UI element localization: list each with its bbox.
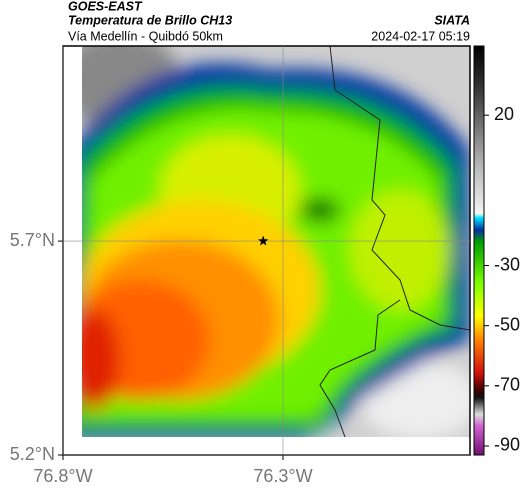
title: Temperatura de Brillo CH13 [68, 13, 232, 27]
colorbar-label: 20 [494, 104, 514, 124]
lon-label: 76.3°W [253, 466, 312, 486]
colorbar-label: -30 [494, 254, 520, 274]
location-marker [258, 235, 269, 246]
satellite-image [82, 46, 470, 437]
colorbar-label: -90 [494, 435, 520, 455]
lon-label: 76.8°W [33, 466, 92, 486]
colorbar-label: -50 [494, 314, 520, 334]
datetime: 2024-02-17 05:19 [371, 29, 470, 43]
border [319, 46, 470, 437]
agency: SIATA [434, 13, 470, 27]
source: GOES-EAST [68, 0, 143, 13]
lat-label: 5.7°N [10, 230, 55, 250]
colorbar-label: -70 [494, 375, 520, 395]
subtitle: Vía Medellín - Quibdó 50km [68, 29, 223, 43]
colorbar [473, 45, 485, 456]
lat-label: 5.2°N [10, 444, 55, 464]
